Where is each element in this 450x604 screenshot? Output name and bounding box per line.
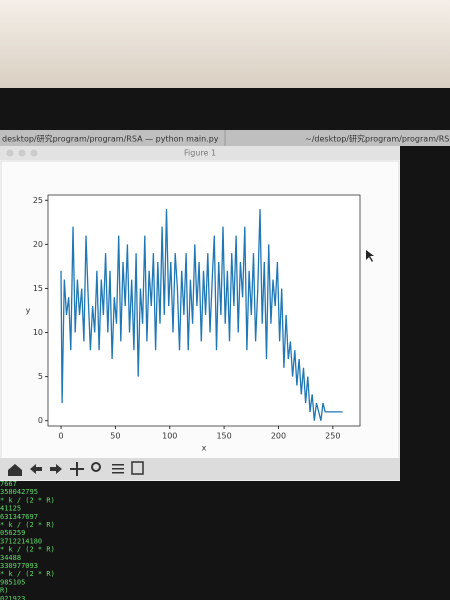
terminal-line: 056259 [0, 529, 25, 537]
y-tick-label: 5 [38, 372, 43, 381]
configure-button[interactable] [112, 464, 124, 474]
y-tick-label: 10 [33, 328, 43, 337]
terminal-line: 41125 [0, 505, 21, 513]
plot: 0 50 100 150 200 250 0 5 10 15 20 25 x y [26, 194, 361, 453]
mouse-cursor [366, 250, 374, 262]
window-button[interactable] [30, 149, 38, 157]
x-tick-label: 250 [325, 432, 340, 441]
terminal-line: * k / (2 * R) [0, 521, 55, 529]
y-tick-label: 25 [33, 196, 43, 205]
x-tick-label: 0 [58, 432, 63, 441]
window-button[interactable] [6, 149, 14, 157]
y-tick-label: 15 [33, 284, 43, 293]
y-axis-label: y [26, 306, 31, 315]
terminal-line: 358042795 [0, 488, 38, 496]
x-tick-label: 100 [162, 432, 177, 441]
terminal-line: 330977093 [0, 562, 38, 570]
toolbar-icons [8, 461, 144, 476]
y-tick-label: 20 [33, 240, 43, 249]
save-button[interactable] [131, 461, 144, 475]
data-line [60, 209, 343, 421]
terminal-line: 021923 [0, 595, 25, 600]
forward-button[interactable] [50, 464, 62, 474]
terminal-line: 985105 [0, 578, 25, 586]
terminal-line: 3712214180 [0, 537, 42, 545]
toolbar [0, 458, 400, 480]
back-button[interactable] [30, 464, 42, 474]
terminal-line: R) [0, 587, 8, 595]
terminal-line: * k / (2 * R) [0, 496, 55, 504]
home-button[interactable] [8, 464, 22, 476]
terminal-line: 631347697 [0, 513, 38, 521]
x-tick-label: 50 [110, 432, 120, 441]
y-tick-label: 0 [38, 416, 43, 425]
terminal-line: * k / (2 * R) [0, 546, 55, 554]
pan-button[interactable] [70, 462, 84, 476]
tab-title: ~/desktop/研究program/program/RSA — [305, 134, 450, 144]
window-button[interactable] [18, 149, 26, 157]
zoom-button[interactable] [91, 462, 101, 472]
terminal-line: 34488 [0, 554, 21, 562]
window-titlebar [0, 146, 400, 160]
wall [0, 0, 450, 90]
x-tick-label: 200 [271, 432, 286, 441]
terminal-line: 7667 [0, 480, 17, 488]
x-axis-label: x [202, 444, 207, 453]
plot-frame [47, 194, 361, 427]
window-title: Figure 1 [184, 149, 216, 158]
tab-title: desktop/研究program/program/RSA — python m… [2, 134, 219, 144]
terminal-line: * k / (2 * R) [0, 570, 55, 578]
x-tick-label: 150 [216, 432, 231, 441]
